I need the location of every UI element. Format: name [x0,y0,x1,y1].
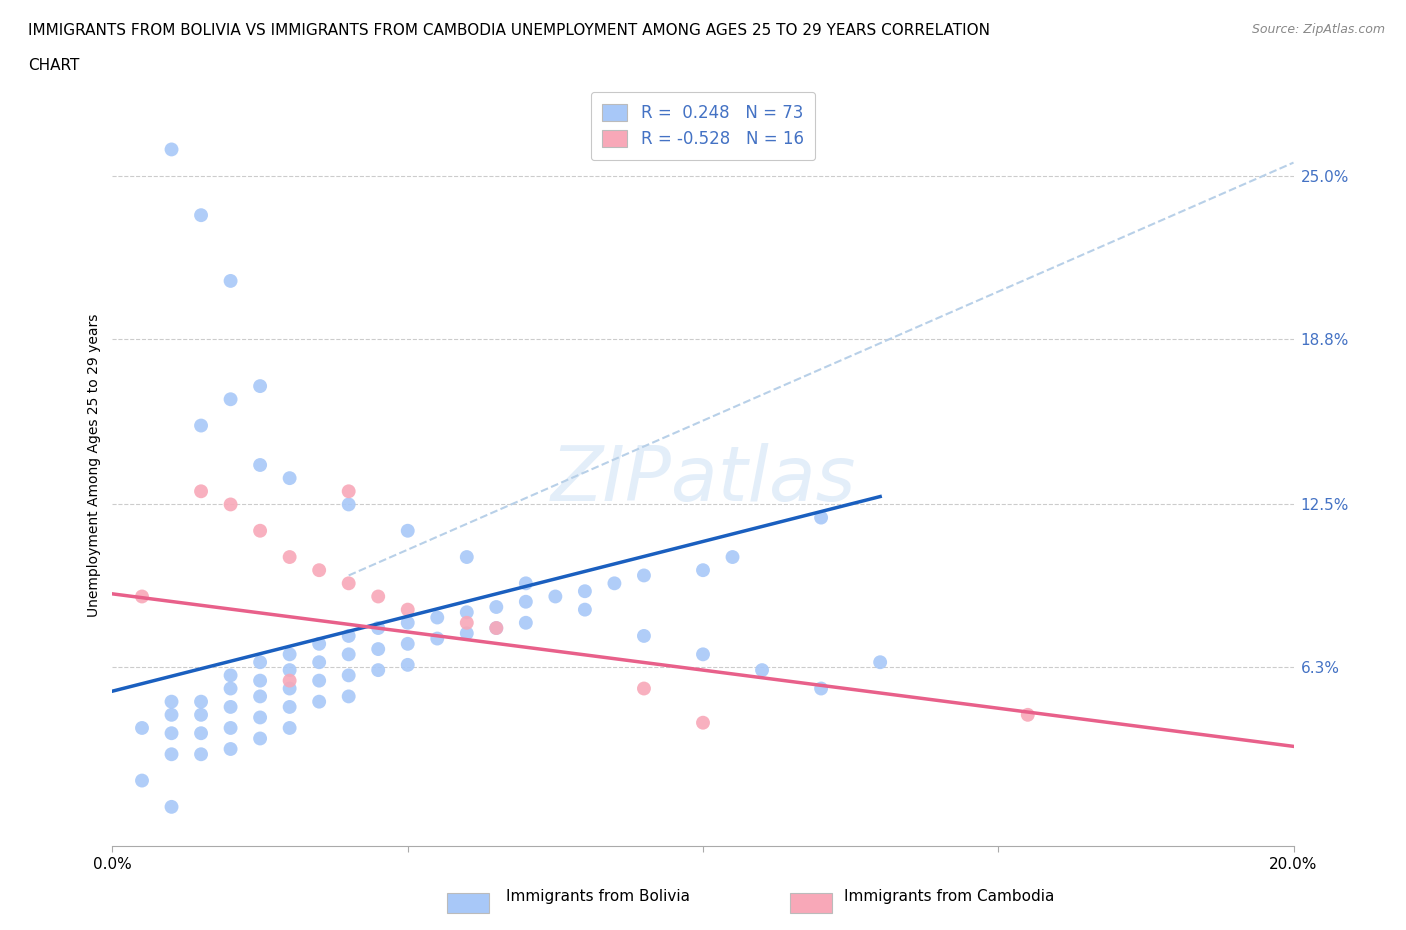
Point [337,647,360,662]
Point [692,647,714,662]
Point [1017,708,1039,723]
Point [337,484,360,498]
Point [544,589,567,604]
Point [249,458,271,472]
Point [249,379,271,393]
Point [278,663,301,678]
Point [396,616,419,631]
Point [515,594,537,609]
Point [367,620,389,635]
Point [219,721,242,736]
Point [278,550,301,565]
Y-axis label: Unemployment Among Ages 25 to 29 years: Unemployment Among Ages 25 to 29 years [87,313,101,617]
Point [456,626,478,641]
Point [249,731,271,746]
Point [396,524,419,538]
Point [633,568,655,583]
Point [396,603,419,618]
Point [219,392,242,406]
Legend: R =  0.248   N = 73, R = -0.528   N = 16: R = 0.248 N = 73, R = -0.528 N = 16 [591,92,815,160]
Point [190,708,212,723]
Point [456,550,478,565]
Point [869,655,891,670]
Text: ZIPatlas: ZIPatlas [550,444,856,517]
Point [751,663,773,678]
Point [810,511,832,525]
Text: IMMIGRANTS FROM BOLIVIA VS IMMIGRANTS FROM CAMBODIA UNEMPLOYMENT AMONG AGES 25 T: IMMIGRANTS FROM BOLIVIA VS IMMIGRANTS FR… [28,23,990,38]
Point [249,524,271,538]
Point [367,589,389,604]
Text: Source: ZipAtlas.com: Source: ZipAtlas.com [1251,23,1385,36]
Point [308,694,330,709]
Point [426,631,449,646]
Point [190,207,212,222]
Point [308,673,330,688]
Point [337,629,360,644]
Point [603,576,626,591]
Point [633,681,655,696]
Point [278,673,301,688]
Point [337,576,360,591]
Point [219,741,242,756]
Point [249,673,271,688]
Point [190,747,212,762]
Point [160,725,183,740]
Point [367,663,389,678]
Point [219,699,242,714]
Point [396,658,419,672]
Point [574,584,596,599]
Point [160,142,183,157]
Point [249,689,271,704]
Text: Immigrants from Bolivia: Immigrants from Bolivia [506,889,690,904]
Point [190,484,212,498]
Point [131,773,153,788]
Point [485,620,508,635]
Point [515,616,537,631]
Point [308,636,330,651]
Point [278,681,301,696]
Point [308,563,330,578]
Point [190,725,212,740]
Point [810,681,832,696]
Point [337,668,360,683]
Point [485,600,508,615]
Text: CHART: CHART [28,58,80,73]
Text: Immigrants from Cambodia: Immigrants from Cambodia [844,889,1054,904]
Point [633,629,655,644]
Point [219,668,242,683]
Point [160,747,183,762]
Point [160,800,183,815]
Point [574,603,596,618]
Point [190,418,212,433]
Point [249,655,271,670]
Point [160,694,183,709]
Point [308,655,330,670]
Point [485,620,508,635]
Point [426,610,449,625]
Point [249,710,271,724]
Point [692,715,714,730]
Point [456,604,478,619]
Point [337,689,360,704]
Point [396,636,419,651]
Point [278,471,301,485]
Point [337,497,360,512]
Point [160,708,183,723]
Point [456,616,478,631]
Point [278,699,301,714]
Point [721,550,744,565]
Point [131,589,153,604]
Point [278,647,301,662]
Point [692,563,714,578]
Point [278,721,301,736]
Point [219,273,242,288]
Point [131,721,153,736]
Point [219,681,242,696]
Point [219,497,242,512]
Point [190,694,212,709]
Point [515,576,537,591]
Point [367,642,389,657]
